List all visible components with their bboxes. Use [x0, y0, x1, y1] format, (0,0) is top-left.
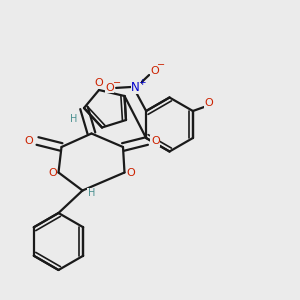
Text: O: O: [150, 65, 159, 76]
Text: −: −: [157, 60, 165, 70]
Text: +: +: [138, 78, 146, 87]
Text: O: O: [151, 136, 160, 146]
Text: −: −: [113, 77, 121, 88]
Text: O: O: [105, 83, 114, 93]
Text: H: H: [70, 114, 77, 124]
Text: H: H: [88, 188, 95, 199]
Text: N: N: [131, 80, 140, 94]
Text: O: O: [25, 136, 34, 146]
Text: O: O: [204, 98, 213, 109]
Text: O: O: [48, 167, 57, 178]
Text: O: O: [126, 167, 135, 178]
Text: O: O: [94, 78, 103, 88]
